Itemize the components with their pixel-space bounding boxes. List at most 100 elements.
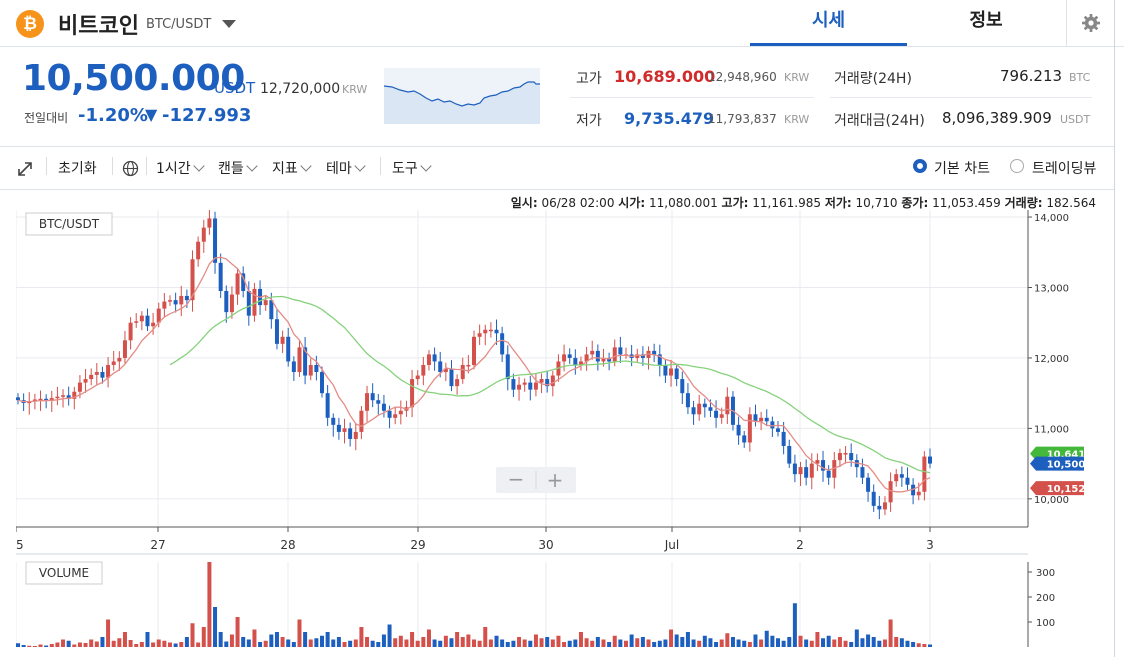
globe-icon[interactable] xyxy=(122,160,139,177)
sparkline-area xyxy=(384,82,540,124)
price-tag-label: 10,641 xyxy=(1047,450,1086,461)
volume-bar xyxy=(303,632,308,647)
volume-bar xyxy=(742,640,747,647)
candle-body xyxy=(657,354,662,365)
expand-icon[interactable] xyxy=(16,160,34,178)
candle-body xyxy=(213,218,218,263)
high-price: 10,689.000 xyxy=(614,67,716,86)
volume-bar xyxy=(280,637,285,647)
candle-body xyxy=(263,300,268,306)
candle-body xyxy=(601,357,606,362)
change-value: -127.993 xyxy=(162,105,252,126)
gear-icon xyxy=(1082,14,1100,32)
volume-bar xyxy=(877,640,882,647)
volume-bar xyxy=(139,642,144,647)
volume-bar xyxy=(770,635,775,647)
volume-bar xyxy=(697,640,702,647)
volume-bar xyxy=(269,634,274,647)
volume-bar xyxy=(466,634,471,647)
candle-body xyxy=(877,505,882,510)
candle-body xyxy=(184,295,189,301)
volume-bar xyxy=(49,644,54,647)
volume-bar xyxy=(708,638,713,647)
volume-24h-unit: BTC xyxy=(1069,71,1091,84)
volume-bar xyxy=(488,639,493,647)
volume-bar xyxy=(348,640,353,647)
volume-bar xyxy=(899,638,904,647)
volume-bar xyxy=(730,637,735,647)
volume-bar xyxy=(882,639,887,647)
candle-body xyxy=(697,403,702,415)
volume-bar xyxy=(415,640,420,647)
volume-bar xyxy=(826,635,831,647)
zoom-out-button[interactable]: − xyxy=(508,467,525,491)
candle-body xyxy=(134,321,139,323)
volume-bar xyxy=(494,635,499,647)
volume-tick-label: 300 xyxy=(1036,568,1055,579)
basic-chart-radio[interactable] xyxy=(913,159,927,173)
volume-bar xyxy=(320,635,324,647)
theme-dropdown[interactable]: 테마 xyxy=(326,158,366,178)
candle-body xyxy=(308,364,313,376)
coin-select-dropdown-icon[interactable] xyxy=(222,20,236,28)
candle-body xyxy=(882,502,887,510)
tools-dropdown[interactable]: 도구 xyxy=(392,158,432,178)
candle-body xyxy=(635,354,640,358)
candle-body xyxy=(511,379,516,390)
volume-bar xyxy=(179,642,184,647)
volume-bar xyxy=(472,639,476,647)
reset-button[interactable]: 초기화 xyxy=(58,161,97,177)
price-chart[interactable]: 14,000 13,000 12,000 11,000 10,000 25 27 28 29 30… xyxy=(16,210,1106,657)
candle-body xyxy=(928,456,932,464)
indicator-dropdown[interactable]: 지표 xyxy=(272,158,312,178)
volume-bar xyxy=(381,634,386,647)
volume-bar xyxy=(376,642,381,647)
moving-averages xyxy=(17,256,931,493)
price-krw-unit: KRW xyxy=(342,83,368,96)
candle-body xyxy=(680,379,685,394)
x-tick-label: Jul xyxy=(664,538,679,552)
candle-body xyxy=(472,336,476,365)
basic-chart-label[interactable]: 기본 차트 xyxy=(934,161,990,177)
zoom-in-button[interactable]: + xyxy=(547,468,564,492)
volume-bar xyxy=(640,637,645,647)
volume-bar xyxy=(511,640,516,647)
candle-body xyxy=(229,294,234,313)
candle-body xyxy=(792,463,797,475)
volume-bar xyxy=(404,639,409,647)
tab-price[interactable]: 시세 xyxy=(750,0,907,46)
settings-button[interactable] xyxy=(1066,0,1115,46)
volume-bar xyxy=(832,639,837,647)
candle-body xyxy=(122,340,127,358)
candle-body xyxy=(849,453,854,461)
candle-body xyxy=(860,467,865,478)
volume-bar xyxy=(657,640,662,647)
x-tick-label: 29 xyxy=(410,538,425,552)
candle-dropdown[interactable]: 캔들 xyxy=(218,158,258,178)
volume-bar xyxy=(595,637,600,647)
volume-bar xyxy=(624,640,628,647)
interval-dropdown[interactable]: 1시간 xyxy=(156,158,205,178)
candle-body xyxy=(207,218,212,228)
tradingview-label[interactable]: 트레이딩뷰 xyxy=(1032,161,1097,177)
candle-body xyxy=(77,382,82,392)
x-tick-label: 28 xyxy=(280,538,295,552)
volume-bar xyxy=(776,638,780,647)
volume-bar xyxy=(736,639,741,647)
candle-body xyxy=(477,333,482,337)
tab-info[interactable]: 정보 xyxy=(969,10,1003,31)
price-tag xyxy=(1030,481,1084,496)
volume-bar xyxy=(393,638,398,647)
candles xyxy=(16,210,932,520)
volume-bar xyxy=(359,627,364,647)
price-tag xyxy=(1030,456,1084,471)
volume-bar xyxy=(308,639,313,647)
tradingview-radio[interactable] xyxy=(1010,159,1024,173)
volume-bar xyxy=(365,637,370,647)
volume-bar xyxy=(567,640,572,647)
candle-body xyxy=(714,410,719,418)
volume-bar xyxy=(173,643,178,647)
volume-bar xyxy=(894,637,899,647)
volume-bar xyxy=(680,637,685,647)
x-tick-label: 25 xyxy=(16,538,24,552)
